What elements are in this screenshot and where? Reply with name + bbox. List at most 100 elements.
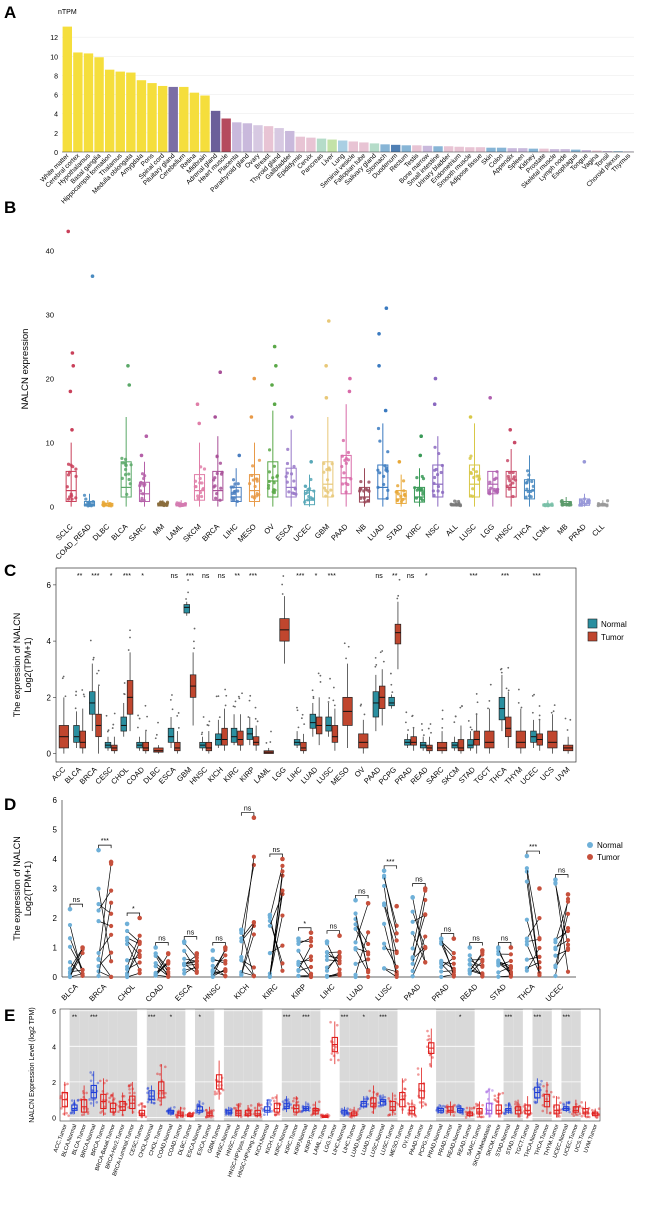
outlier-point bbox=[345, 657, 347, 660]
outlier-point bbox=[213, 415, 217, 419]
jitter-point bbox=[393, 1094, 397, 1097]
jitter-point bbox=[249, 1104, 253, 1107]
outlier-point bbox=[441, 727, 444, 729]
normal-point bbox=[239, 927, 244, 933]
outlier-point bbox=[553, 704, 556, 706]
x-tick-label: BRCA bbox=[87, 982, 108, 1002]
x-tick-label: STAD bbox=[488, 982, 509, 1002]
jitter-point bbox=[277, 1112, 281, 1116]
group-shading bbox=[436, 1009, 446, 1121]
normal-point bbox=[182, 948, 187, 953]
jitter-point bbox=[525, 487, 529, 491]
outlier-point bbox=[218, 716, 221, 719]
jitter-point bbox=[402, 489, 406, 493]
jitter-point bbox=[198, 476, 202, 481]
jitter-point bbox=[212, 478, 216, 482]
box bbox=[254, 1109, 261, 1117]
group-shading bbox=[243, 1009, 253, 1121]
box bbox=[237, 730, 244, 746]
jitter-point bbox=[218, 498, 222, 502]
outlier-point bbox=[176, 714, 179, 717]
jitter-point bbox=[585, 1115, 589, 1119]
outlier-point bbox=[269, 741, 272, 743]
jitter-point bbox=[196, 496, 200, 501]
significance-label: * bbox=[141, 573, 144, 580]
jitter-point bbox=[376, 1094, 379, 1097]
jitter-point bbox=[204, 1108, 208, 1112]
jitter-point bbox=[324, 494, 328, 498]
tumor-point bbox=[565, 926, 571, 931]
pair-line bbox=[383, 968, 397, 978]
normal-point bbox=[524, 853, 530, 859]
y-tick-label: 10 bbox=[50, 54, 58, 61]
jitter-point bbox=[376, 468, 380, 472]
box bbox=[495, 1104, 502, 1115]
pair-line bbox=[526, 871, 540, 974]
jitter-point bbox=[566, 1101, 570, 1104]
tumor-point bbox=[223, 945, 228, 950]
jitter-point bbox=[158, 1073, 162, 1076]
jitter-point bbox=[202, 467, 207, 471]
tumor-point bbox=[280, 863, 285, 868]
jitter-point bbox=[251, 464, 255, 468]
jitter-point bbox=[70, 1111, 73, 1114]
jitter-point bbox=[590, 1108, 594, 1112]
jitter-point bbox=[131, 1087, 135, 1091]
normal-point bbox=[382, 903, 387, 908]
significance-label: * bbox=[110, 573, 113, 580]
jitter-point bbox=[394, 490, 398, 494]
box bbox=[221, 727, 228, 746]
jitter-point bbox=[365, 1095, 369, 1099]
outlier-point bbox=[319, 681, 322, 683]
outlier-point bbox=[427, 727, 430, 730]
group-shading bbox=[455, 1009, 465, 1121]
normal-point bbox=[267, 974, 272, 979]
outlier-point bbox=[381, 650, 384, 652]
jitter-point bbox=[127, 1083, 131, 1087]
normal-point bbox=[353, 926, 358, 931]
jitter-point bbox=[346, 450, 351, 455]
box bbox=[476, 1108, 483, 1115]
y-tick-label: 1 bbox=[53, 944, 58, 953]
jitter-point bbox=[263, 1113, 266, 1117]
jitter-point bbox=[85, 1091, 88, 1095]
jitter-point bbox=[493, 1098, 497, 1101]
jitter-point bbox=[198, 490, 203, 495]
pair-line bbox=[383, 943, 397, 968]
jitter-point bbox=[376, 1092, 379, 1095]
y-tick-label: 10 bbox=[46, 439, 54, 448]
normal-point bbox=[96, 908, 101, 913]
x-tick-label: MB bbox=[555, 522, 569, 536]
significance-bracket bbox=[298, 927, 312, 931]
pair-line bbox=[184, 964, 197, 966]
pair-line bbox=[240, 856, 255, 958]
box bbox=[183, 604, 190, 614]
x-tick-label: HNSC bbox=[493, 522, 515, 544]
outlier-point bbox=[241, 692, 243, 695]
normal-point bbox=[353, 972, 358, 977]
y-tick-label: 8 bbox=[54, 73, 58, 80]
outlier-point bbox=[127, 649, 130, 651]
outlier-point bbox=[144, 434, 149, 438]
jitter-point bbox=[87, 503, 91, 508]
jitter-point bbox=[309, 496, 313, 500]
jitter-point bbox=[307, 1104, 310, 1107]
outlier-point bbox=[187, 579, 189, 581]
jitter-point bbox=[68, 495, 72, 499]
jitter-point bbox=[173, 1105, 176, 1109]
outlier-point bbox=[201, 731, 204, 734]
y-tick-label: 12 bbox=[50, 35, 58, 42]
outlier-point bbox=[382, 660, 385, 663]
box bbox=[394, 623, 402, 645]
jitter-point bbox=[403, 1087, 406, 1091]
bar bbox=[232, 122, 242, 152]
normal-point bbox=[553, 877, 558, 882]
pair-line bbox=[155, 955, 169, 977]
jitter-point bbox=[267, 479, 271, 484]
jitter-point bbox=[377, 1101, 381, 1105]
jitter-point bbox=[205, 1115, 208, 1119]
outlier-point bbox=[249, 694, 252, 697]
jitter-point bbox=[344, 490, 348, 494]
jitter-point bbox=[60, 1107, 63, 1110]
box bbox=[283, 1102, 290, 1110]
